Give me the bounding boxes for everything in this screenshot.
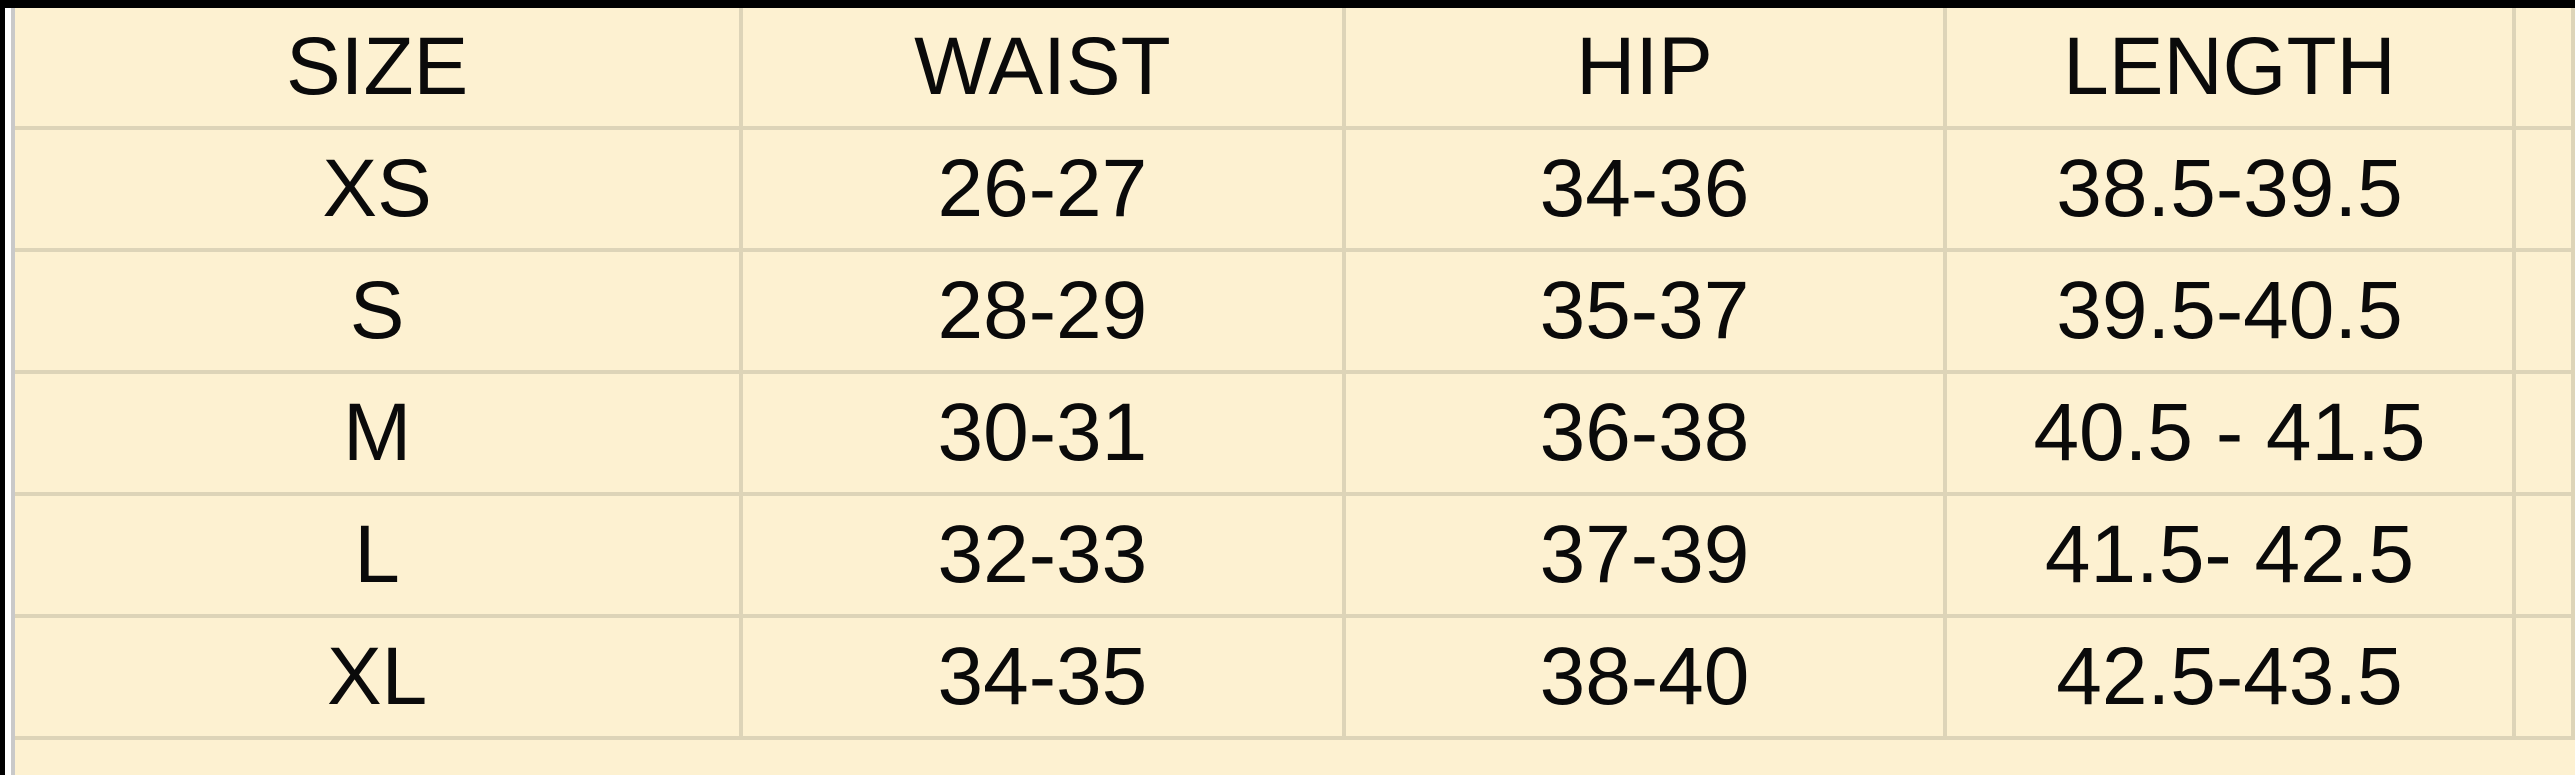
row-header-gutter	[5, 8, 15, 775]
cell-size[interactable]: M	[15, 370, 744, 496]
cell-waist[interactable]: 34-35	[739, 614, 1346, 740]
empty-cell[interactable]	[2511, 248, 2575, 374]
cell-hip[interactable]: 36-38	[1341, 370, 1948, 496]
cell-size[interactable]: XS	[15, 126, 744, 252]
cell-length[interactable]: 39.5-40.5	[1943, 248, 2516, 374]
header-cell-waist[interactable]: WAIST	[739, 8, 1346, 130]
cell-size[interactable]: L	[15, 492, 744, 618]
empty-cell[interactable]	[2511, 8, 2575, 130]
cell-hip[interactable]: 34-36	[1341, 126, 1948, 252]
cell-waist[interactable]: 32-33	[739, 492, 1346, 618]
size-chart-sheet: SIZE WAIST HIP LENGTH XS 26-27 34-36 38.5-39.5 S…	[15, 8, 2575, 775]
empty-cell[interactable]	[2511, 126, 2575, 252]
cell-size[interactable]: S	[15, 248, 744, 374]
cell-waist[interactable]: 26-27	[739, 126, 1346, 252]
header-row: SIZE WAIST HIP LENGTH	[15, 8, 2575, 130]
empty-cell[interactable]	[2511, 370, 2575, 496]
cell-hip[interactable]: 37-39	[1341, 492, 1948, 618]
cell-length[interactable]: 38.5-39.5	[1943, 126, 2516, 252]
cell-hip[interactable]: 35-37	[1341, 248, 1948, 374]
cell-length[interactable]: 42.5-43.5	[1943, 614, 2516, 740]
cell-waist[interactable]: 28-29	[739, 248, 1346, 374]
table-row: M 30-31 36-38 40.5 - 41.5	[15, 370, 2575, 496]
empty-cell[interactable]	[2511, 492, 2575, 618]
cell-waist[interactable]: 30-31	[739, 370, 1346, 496]
empty-cell[interactable]	[2511, 614, 2575, 740]
cell-hip[interactable]: 38-40	[1341, 614, 1948, 740]
table-row: XS 26-27 34-36 38.5-39.5	[15, 126, 2575, 252]
cell-length[interactable]: 40.5 - 41.5	[1943, 370, 2516, 496]
header-cell-size[interactable]: SIZE	[15, 8, 744, 130]
table-row: L 32-33 37-39 41.5- 42.5	[15, 492, 2575, 618]
table-row: S 28-29 35-37 39.5-40.5	[15, 248, 2575, 374]
table-row: XL 34-35 38-40 42.5-43.5	[15, 614, 2575, 740]
header-cell-length[interactable]: LENGTH	[1943, 8, 2516, 130]
size-chart-table: SIZE WAIST HIP LENGTH XS 26-27 34-36 38.5-39.5 S…	[15, 8, 2575, 740]
cell-length[interactable]: 41.5- 42.5	[1943, 492, 2516, 618]
header-cell-hip[interactable]: HIP	[1341, 8, 1948, 130]
cell-size[interactable]: XL	[15, 614, 744, 740]
